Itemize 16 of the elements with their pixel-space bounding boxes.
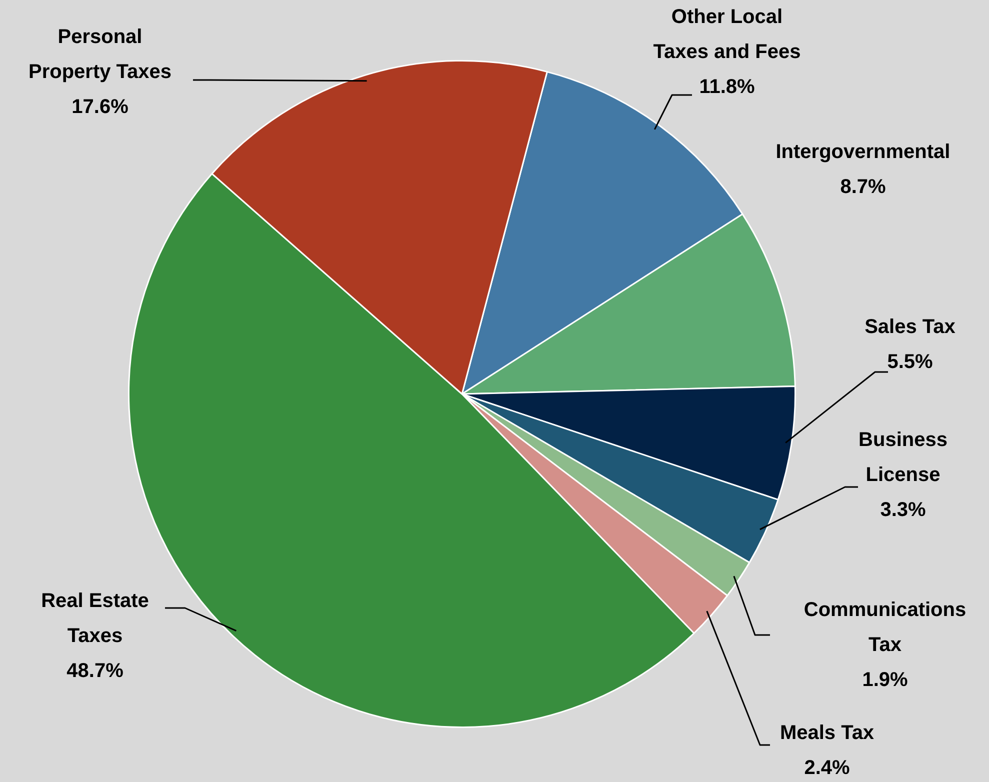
data-label: 11.8% [698, 75, 756, 100]
slice-label: Business License [858, 428, 948, 488]
data-label: 3.3% [879, 498, 927, 523]
data-label: 2.4% [803, 756, 851, 781]
slice-label: Intergovernmental [774, 140, 952, 165]
data-label: 17.6% [70, 95, 130, 120]
slice-label: Real Estate Taxes [40, 589, 150, 649]
data-label: 5.5% [886, 350, 934, 375]
slice-label: Communications Tax [802, 598, 968, 658]
data-label: 1.9% [861, 668, 909, 693]
data-label: 48.7% [66, 659, 124, 684]
slice-label: Sales Tax [864, 315, 956, 340]
slice-label: Meals Tax [778, 721, 876, 746]
data-label: 8.7% [839, 175, 887, 200]
slice-label: Personal Property Taxes [27, 25, 173, 85]
slice-label: Other Local Taxes and Fees [652, 5, 802, 65]
